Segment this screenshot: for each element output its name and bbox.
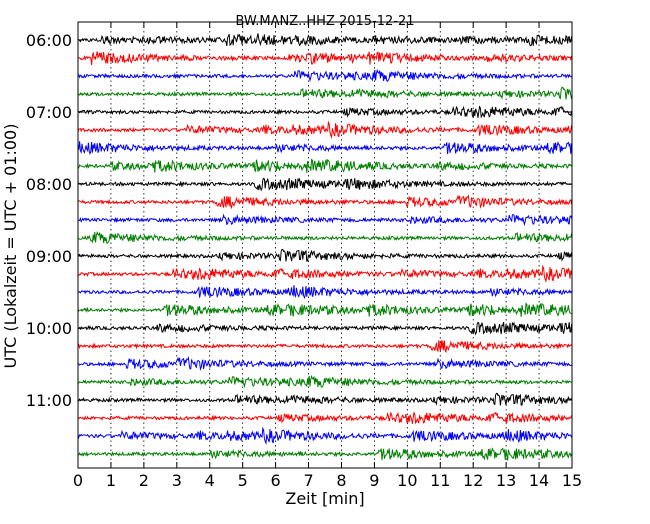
trace-line (78, 411, 573, 425)
trace-line (77, 141, 573, 156)
x-tick-label: 3 (172, 471, 182, 490)
x-tick-label: 0 (73, 471, 83, 490)
trace-line (77, 213, 573, 227)
x-tick-label: 5 (238, 471, 248, 490)
trace-line (77, 248, 573, 262)
trace-line (77, 105, 573, 119)
x-tick-label: 11 (430, 471, 450, 490)
x-tick-label: 9 (369, 471, 379, 490)
x-tick-label: 8 (336, 471, 346, 490)
x-tick-label: 13 (496, 471, 516, 490)
trace-line (77, 340, 573, 354)
trace-line (77, 194, 573, 210)
trace-line (77, 392, 573, 406)
x-tick-label: 15 (562, 471, 582, 490)
x-tick-label: 7 (303, 471, 313, 490)
trace-line (77, 447, 573, 461)
trace-line (77, 374, 572, 389)
x-tick-label: 10 (397, 471, 417, 490)
y-tick-label: 09:00 (26, 247, 72, 266)
trace-line (77, 51, 573, 66)
x-tick-label: 6 (271, 471, 281, 490)
trace-line (77, 120, 573, 140)
y-axis-label: UTC (Lokalzeit = UTC + 01:00) (1, 124, 20, 369)
trace-line (77, 321, 573, 336)
trace-line (77, 264, 573, 284)
x-tick-label: 12 (463, 471, 483, 490)
x-tick-label: 4 (205, 471, 215, 490)
trace-line (77, 426, 573, 446)
x-tick-label: 2 (139, 471, 149, 490)
y-tick-label: 08:00 (26, 175, 72, 194)
trace-line (77, 86, 573, 100)
x-tick-label: 1 (106, 471, 116, 490)
trace-line (77, 177, 572, 192)
trace-line (77, 302, 572, 317)
x-tick-label: 14 (529, 471, 549, 490)
trace-line (77, 285, 573, 300)
x-axis-label: Zeit [min] (285, 489, 364, 508)
y-tick-label: 10:00 (26, 319, 72, 338)
plot-frame (77, 21, 573, 469)
trace-line (77, 158, 573, 173)
trace-group (77, 33, 573, 461)
x-axis-ticks: 0 1 2 3 4 5 6 7 8 9 10 11 12 13 14 15 (73, 22, 582, 490)
y-tick-label: 07:00 (26, 103, 72, 122)
y-tick-label: 06:00 (26, 31, 72, 50)
y-axis-ticks: 06:00 07:00 08:00 09:00 10:00 11:00 (26, 31, 572, 410)
trace-line (77, 356, 572, 371)
y-tick-label: 11:00 (26, 391, 72, 410)
trace-line (77, 68, 572, 83)
trace-line (77, 230, 573, 244)
trace-line (77, 33, 573, 47)
